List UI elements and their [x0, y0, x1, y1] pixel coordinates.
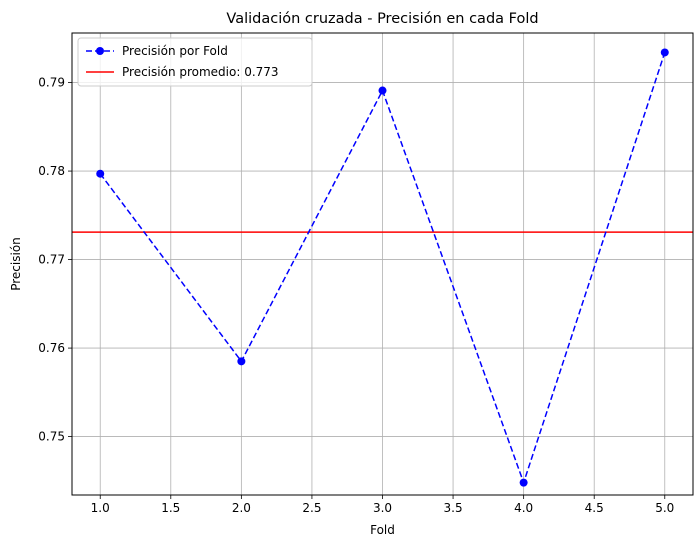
data-point [660, 48, 669, 57]
y-tick-label: 0.77 [38, 253, 65, 267]
legend-entry-average: Precisión promedio: 0.773 [86, 65, 279, 79]
y-tick-label: 0.76 [38, 341, 65, 355]
data-point [378, 86, 387, 95]
data-point [519, 478, 528, 487]
legend-box [77, 37, 313, 87]
data-point [96, 169, 105, 178]
x-tick-label: 2.5 [302, 501, 321, 515]
y-tick-label: 0.75 [38, 430, 65, 444]
legend-label-average: Precisión promedio: 0.773 [122, 65, 279, 79]
legend-label-series: Precisión por Fold [122, 44, 228, 58]
x-tick-label: 4.0 [514, 501, 533, 515]
legend-marker-series [96, 47, 104, 55]
x-tick-label: 2.0 [232, 501, 251, 515]
x-axis-title: Fold [370, 523, 395, 537]
y-tick-label: 0.78 [38, 164, 65, 178]
y-axis: 0.75 0.76 0.77 0.78 0.79 [38, 76, 72, 444]
x-tick-label: 3.0 [373, 501, 392, 515]
x-tick-label: 3.5 [444, 501, 463, 515]
legend-entry-series: Precisión por Fold [86, 44, 228, 58]
x-tick-label: 4.5 [585, 501, 604, 515]
data-point [237, 357, 246, 366]
y-axis-title: Precisión [9, 237, 23, 291]
grid [72, 33, 693, 495]
series-layer [96, 48, 669, 487]
x-axis: 1.0 1.5 2.0 2.5 3.0 3.5 4.0 4.5 5.0 [91, 495, 674, 515]
chart-title: Validación cruzada - Precisión en cada F… [226, 11, 538, 27]
y-tick-label: 0.79 [38, 76, 65, 90]
legend: Precisión por Fold Precisión promedio: 0… [77, 37, 313, 87]
x-tick-label: 5.0 [655, 501, 674, 515]
x-tick-label: 1.0 [91, 501, 110, 515]
x-tick-label: 1.5 [161, 501, 180, 515]
